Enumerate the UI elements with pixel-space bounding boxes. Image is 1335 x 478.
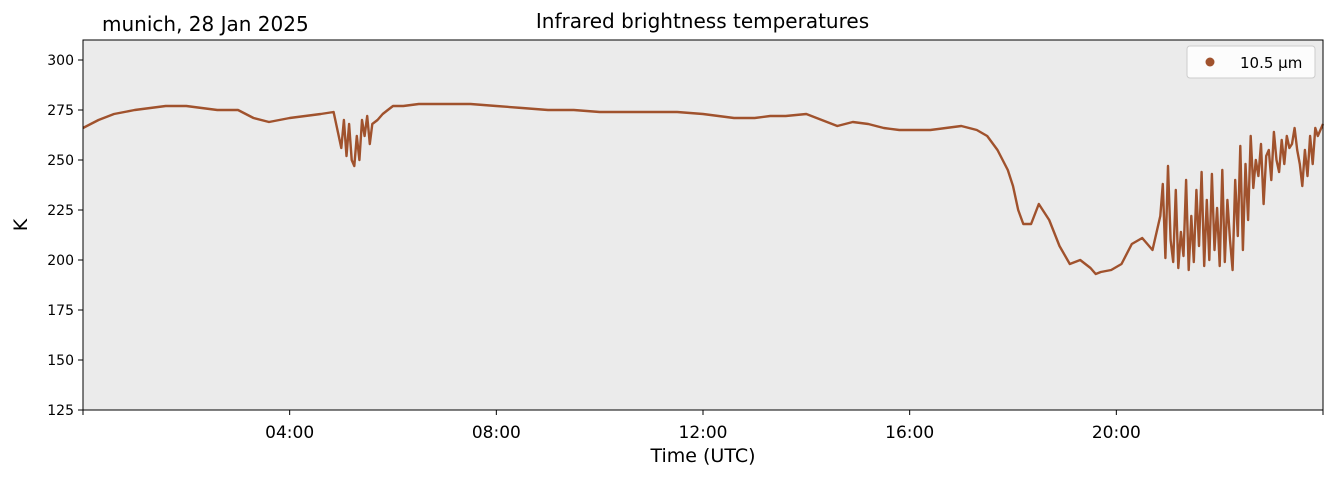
y-tick-label: 275 <box>47 103 74 119</box>
legend-marker <box>1205 57 1215 67</box>
legend: 10.5 µm <box>1186 45 1316 79</box>
y-tick-label: 250 <box>47 153 74 169</box>
series-line-10-5-um <box>82 102 1325 276</box>
y-tick-label: 300 <box>47 53 74 69</box>
x-tick-label: 04:00 <box>265 423 314 443</box>
y-tick-label: 150 <box>47 353 74 369</box>
y-tick-label: 200 <box>47 253 74 269</box>
y-tick-label: 225 <box>47 203 74 219</box>
legend-box <box>1186 45 1316 79</box>
y-tick-label: 125 <box>47 403 74 419</box>
legend-entry-label: 10.5 µm <box>1240 54 1302 72</box>
y-tick-label: 175 <box>47 303 74 319</box>
x-tick-label: 20:00 <box>1092 423 1141 443</box>
y-axis-label: K <box>10 218 32 231</box>
plot-area-background <box>83 40 1323 410</box>
x-tick-label: 12:00 <box>679 423 728 443</box>
x-axis-label: Time (UTC) <box>649 445 755 467</box>
location-date-label: munich, 28 Jan 2025 <box>102 12 309 36</box>
x-tick-label: 08:00 <box>472 423 521 443</box>
x-tick-label: 16:00 <box>885 423 934 443</box>
